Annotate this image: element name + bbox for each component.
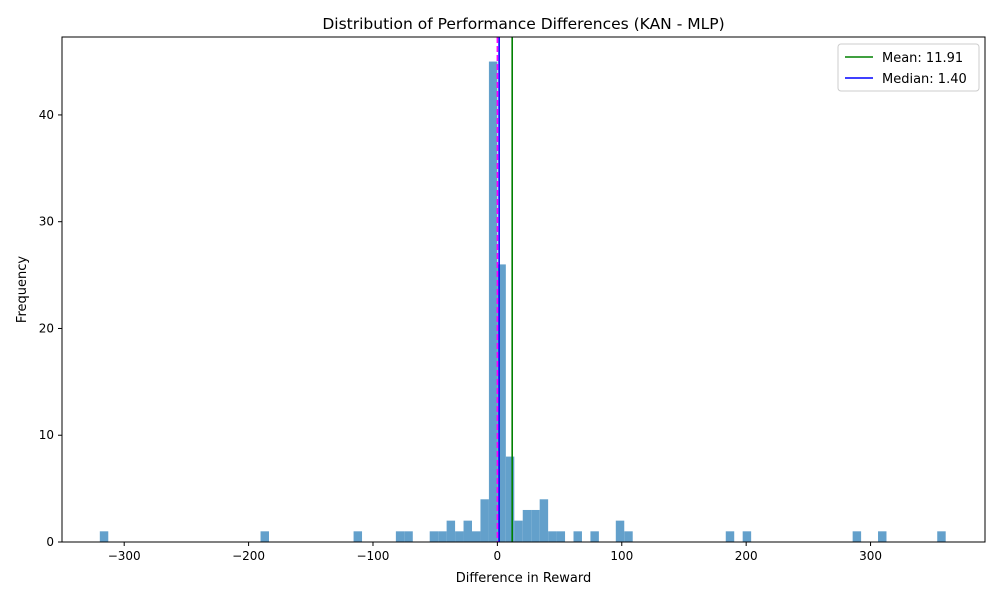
- histogram-bar-19: [548, 531, 557, 542]
- reference-lines-group: [496, 37, 513, 542]
- histogram-bar-24: [624, 531, 633, 542]
- histogram-bar-21: [573, 531, 582, 542]
- histogram-bar-15: [514, 520, 523, 542]
- histogram-bar-2: [353, 531, 363, 542]
- histogram-bar-27: [852, 531, 862, 542]
- y-tick-label-4: 40: [39, 108, 54, 122]
- bars-group: [99, 61, 946, 542]
- y-tick-label-2: 20: [39, 321, 54, 335]
- y-tick-label-1: 10: [39, 428, 54, 442]
- histogram-bar-9: [463, 520, 473, 542]
- histogram-bar-18: [539, 499, 549, 542]
- histogram-bar-8: [455, 531, 464, 542]
- plot-area: [61, 36, 986, 543]
- x-tick-label-2: −100: [356, 549, 389, 563]
- histogram-bar-10: [472, 531, 481, 542]
- histogram-bar-6: [438, 531, 447, 542]
- histogram-bar-13: [497, 264, 506, 542]
- legend: Mean: 11.91 Median: 1.40: [837, 43, 980, 92]
- x-tick-label-0: −300: [108, 549, 141, 563]
- chart-title: Distribution of Performance Differences …: [322, 15, 724, 33]
- y-tick-label-0: 0: [46, 535, 54, 549]
- plot-frame: [61, 36, 986, 543]
- x-tick-label-6: 300: [859, 549, 882, 563]
- x-axis-ticks: −300 −200 −100 0 100 200 300: [108, 542, 882, 563]
- histogram-bar-12: [488, 61, 498, 542]
- histogram-bar-16: [522, 509, 532, 542]
- histogram-bar-26: [742, 531, 752, 542]
- histogram-bar-3: [395, 531, 405, 542]
- histogram-bar-0: [99, 531, 109, 542]
- histogram-bar-17: [531, 509, 540, 542]
- x-axis-label: Difference in Reward: [456, 571, 592, 586]
- histogram-bar-1: [260, 531, 269, 542]
- y-tick-label-3: 30: [39, 215, 54, 229]
- histogram-bar-5: [429, 531, 439, 542]
- legend-label-median: Median: 1.40: [882, 72, 967, 87]
- legend-label-mean: Mean: 11.91: [882, 51, 963, 66]
- x-tick-label-3: 0: [494, 549, 502, 563]
- histogram-bar-23: [615, 520, 625, 542]
- histogram-bar-29: [937, 531, 946, 542]
- histogram-bar-22: [590, 531, 599, 542]
- histogram-bar-4: [404, 531, 413, 542]
- histogram-bar-14: [505, 456, 515, 542]
- histogram-bar-20: [556, 531, 566, 542]
- histogram-bar-7: [446, 520, 456, 542]
- legend-box: [837, 43, 980, 92]
- x-tick-label-5: 200: [735, 549, 758, 563]
- histogram-bar-25: [725, 531, 735, 542]
- y-axis-ticks: 0 10 20 30 40: [39, 108, 62, 549]
- x-tick-label-4: 100: [610, 549, 633, 563]
- histogram-bar-28: [878, 531, 887, 542]
- x-tick-label-1: −200: [232, 549, 265, 563]
- histogram-bar-11: [480, 499, 489, 542]
- y-axis-label: Frequency: [15, 256, 30, 323]
